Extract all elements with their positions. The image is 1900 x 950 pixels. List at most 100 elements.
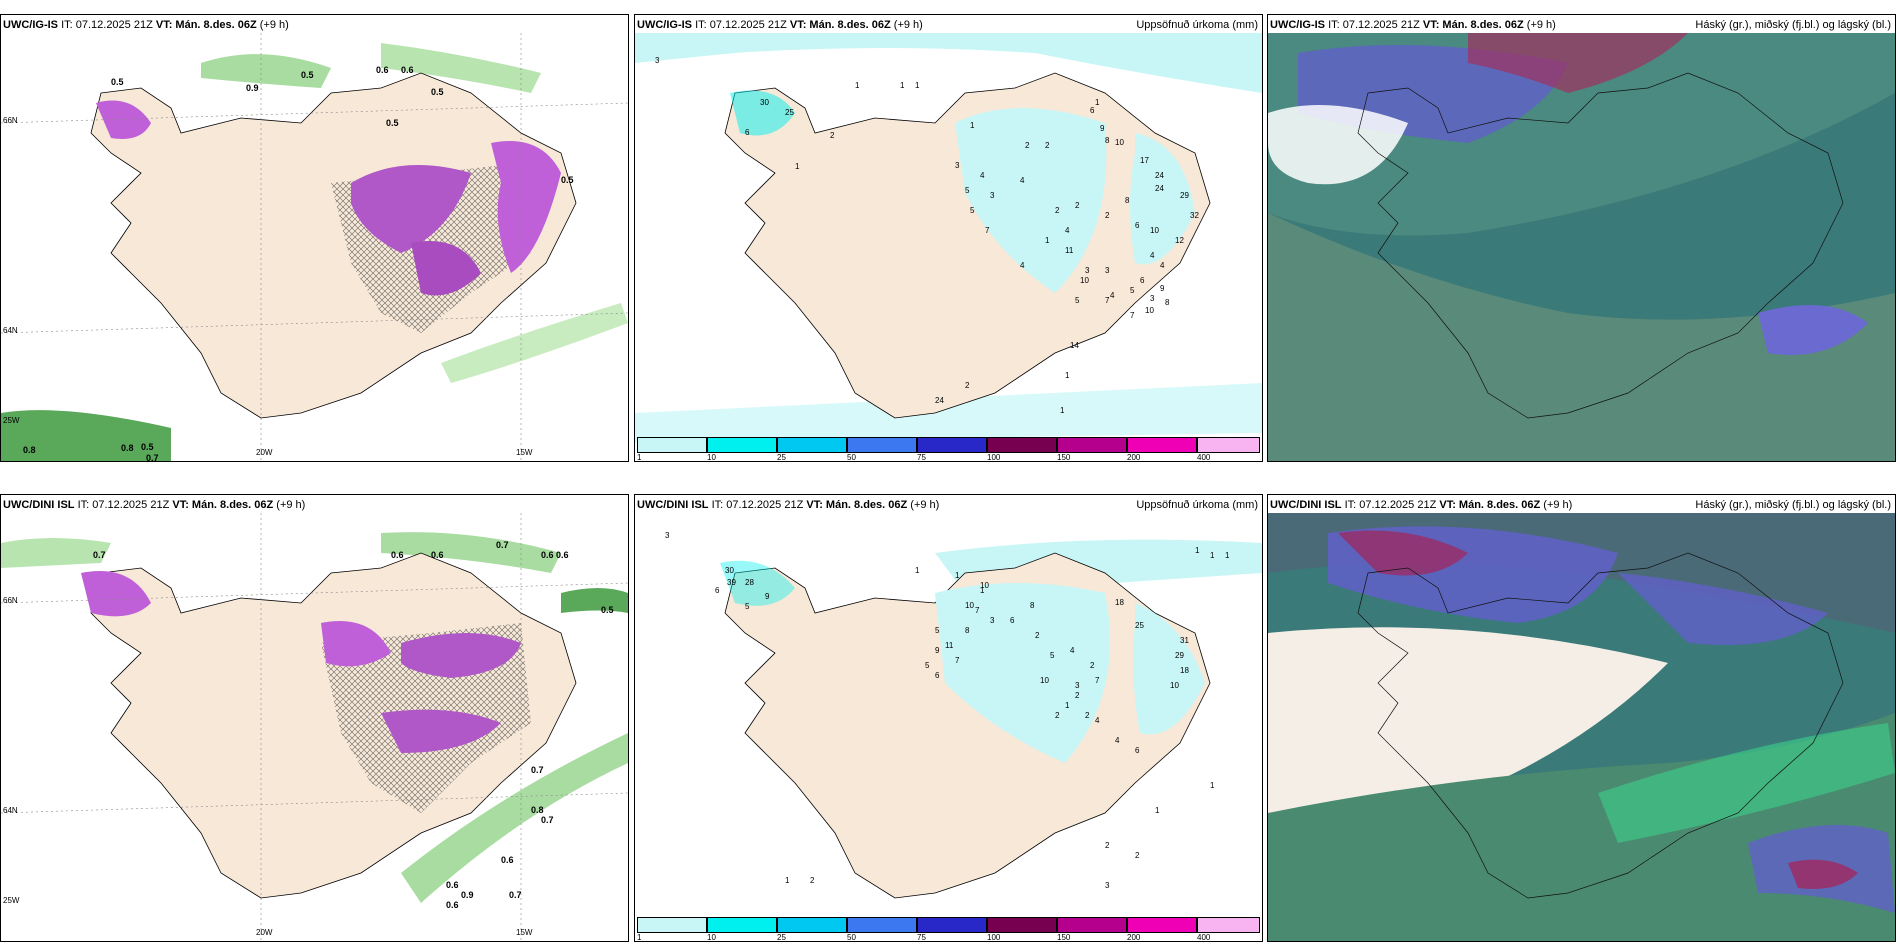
precip-value: 1 [980, 586, 985, 595]
precip-value: 5 [1075, 296, 1080, 305]
precip-value: 6 [1090, 106, 1095, 115]
precip-value: 25 [785, 108, 794, 117]
precip-value: 1 [1065, 371, 1070, 380]
precip-value: 5 [1050, 651, 1055, 660]
panel-igis-clouds: UWC/IG-IS IT: 07.12.2025 21Z VT: Mán. 8.… [1267, 14, 1896, 462]
colorbar-label: 25 [777, 453, 786, 462]
cloud-map [1268, 33, 1895, 461]
precip-value: 6 [715, 586, 720, 595]
colorbar-label: 10 [707, 453, 716, 462]
precip-value: 3 [665, 531, 670, 540]
precip-value: 3 [1150, 294, 1155, 303]
colorbar-label: 150 [1057, 453, 1071, 462]
precip-value: 1 [1210, 551, 1215, 560]
precip-value: 4 [1020, 176, 1025, 185]
precip-value: 5 [925, 661, 930, 670]
ptype-value: 0.6 [391, 550, 404, 560]
precip-value: 3 [955, 161, 960, 170]
snow-blob [381, 709, 501, 753]
colorbar-cell [847, 917, 917, 933]
cloud-high [1468, 33, 1688, 93]
precip-value: 7 [955, 656, 960, 665]
ptype-value: 0.9 [246, 83, 259, 93]
precip-value: 2 [1055, 206, 1060, 215]
precip-band [401, 733, 628, 903]
ptype-value: 0.5 [301, 70, 314, 80]
colorbar-cell [917, 917, 987, 933]
precip-value: 1 [915, 81, 920, 90]
precip-value: 7 [1095, 676, 1100, 685]
precip-area [635, 33, 1262, 93]
precip-value: 5 [965, 186, 970, 195]
precip-value: 4 [1095, 716, 1100, 725]
precip-value: 6 [1135, 221, 1140, 230]
precip-value: 7 [1130, 311, 1135, 320]
ptype-value: 0.6 [446, 900, 459, 910]
precip-value: 1 [1195, 546, 1200, 555]
lat-label: 66N [3, 596, 18, 605]
panel-header: UWC/IG-IS IT: 07.12.2025 21Z VT: Mán. 8.… [637, 19, 923, 31]
precip-value: 4 [1110, 291, 1115, 300]
ptype-value: 0.5 [431, 87, 444, 97]
precip-band [1, 410, 171, 461]
precip-value: 28 [745, 578, 754, 587]
cloud-clear [1268, 105, 1408, 185]
precip-value: 10 [1145, 306, 1154, 315]
precip-value: 2 [810, 876, 815, 885]
colorbar-label: 25 [777, 933, 786, 942]
precip-value: 5 [1130, 286, 1135, 295]
precip-value: 2 [1085, 711, 1090, 720]
colorbar-label: 150 [1057, 933, 1071, 942]
precip-value: 8 [965, 626, 970, 635]
colorbar-cell [917, 437, 987, 453]
ptype-value: 0.6 [376, 65, 389, 75]
cloud-mid [1758, 305, 1868, 355]
precip-value: 6 [1140, 276, 1145, 285]
lon-label: 20W [256, 928, 273, 937]
ptype-value: 0.5 [141, 442, 154, 452]
ptype-values: 0.7 0.6 0.6 0.7 0.5 0.6 0.6 0.7 0.7 0.6 … [93, 540, 614, 910]
panel-header: UWC/DINI ISL IT: 07.12.2025 21Z VT: Mán.… [3, 499, 306, 511]
panel-title: Uppsöfnuð úrkoma (mm) [1136, 499, 1258, 511]
precip-value: 1 [1225, 551, 1230, 560]
precip-band [561, 588, 628, 613]
colorbar-label: 100 [987, 453, 1001, 462]
colorbar-cell [1197, 437, 1260, 453]
precip-value: 1 [1095, 98, 1100, 107]
precip-band [441, 303, 628, 383]
precip-value: 6 [745, 128, 750, 137]
precip-value: 18 [1115, 598, 1124, 607]
precip-value: 29 [1180, 191, 1189, 200]
precip-value: 24 [1155, 184, 1164, 193]
colorbar-label: 1 [637, 933, 642, 942]
precip-value: 25 [1135, 621, 1144, 630]
colorbar-cell [637, 917, 707, 933]
colorbar-label: 400 [1197, 933, 1211, 942]
precip-value: 9 [935, 646, 940, 655]
precip-value: 1 [1155, 806, 1160, 815]
cloud-high [1788, 859, 1858, 889]
precip-value: 2 [1135, 851, 1140, 860]
ptype-value: 0.6 [431, 550, 444, 560]
cloud-clear [1268, 627, 1668, 823]
panel-title: Háský (gr.), miðský (fj.bl.) og lágský (… [1695, 19, 1891, 31]
precip-value: 7 [985, 226, 990, 235]
precip-value: 1 [1210, 781, 1215, 790]
lat-label: 64N [3, 806, 18, 815]
precip-value: 30 [725, 566, 734, 575]
ptype-value: 0.6 [501, 855, 514, 865]
ptype-value: 0.8 [121, 443, 134, 453]
ptype-value: 0.7 [509, 890, 522, 900]
colorbar-cell [1057, 917, 1127, 933]
colorbar-label: 100 [987, 933, 1001, 942]
panel-dini-precip: UWC/DINI ISL IT: 07.12.2025 21Z VT: Mán.… [634, 494, 1263, 942]
panel-header: UWC/IG-IS IT: 07.12.2025 21Z VT: Mán. 8.… [3, 19, 289, 31]
precip-value: 1 [795, 162, 800, 171]
precip-map: 3 1 10 30 39 28 6 9 5 1 1 10 7 3 8 11 5 … [635, 513, 1262, 941]
panel-igis-precip: UWC/IG-IS IT: 07.12.2025 21Z VT: Mán. 8.… [634, 14, 1263, 462]
precip-band [201, 54, 331, 88]
precip-area [1130, 133, 1195, 265]
colorbar-cell [637, 437, 707, 453]
snow-blob [401, 633, 521, 678]
ptype-value: 0.5 [386, 118, 399, 128]
